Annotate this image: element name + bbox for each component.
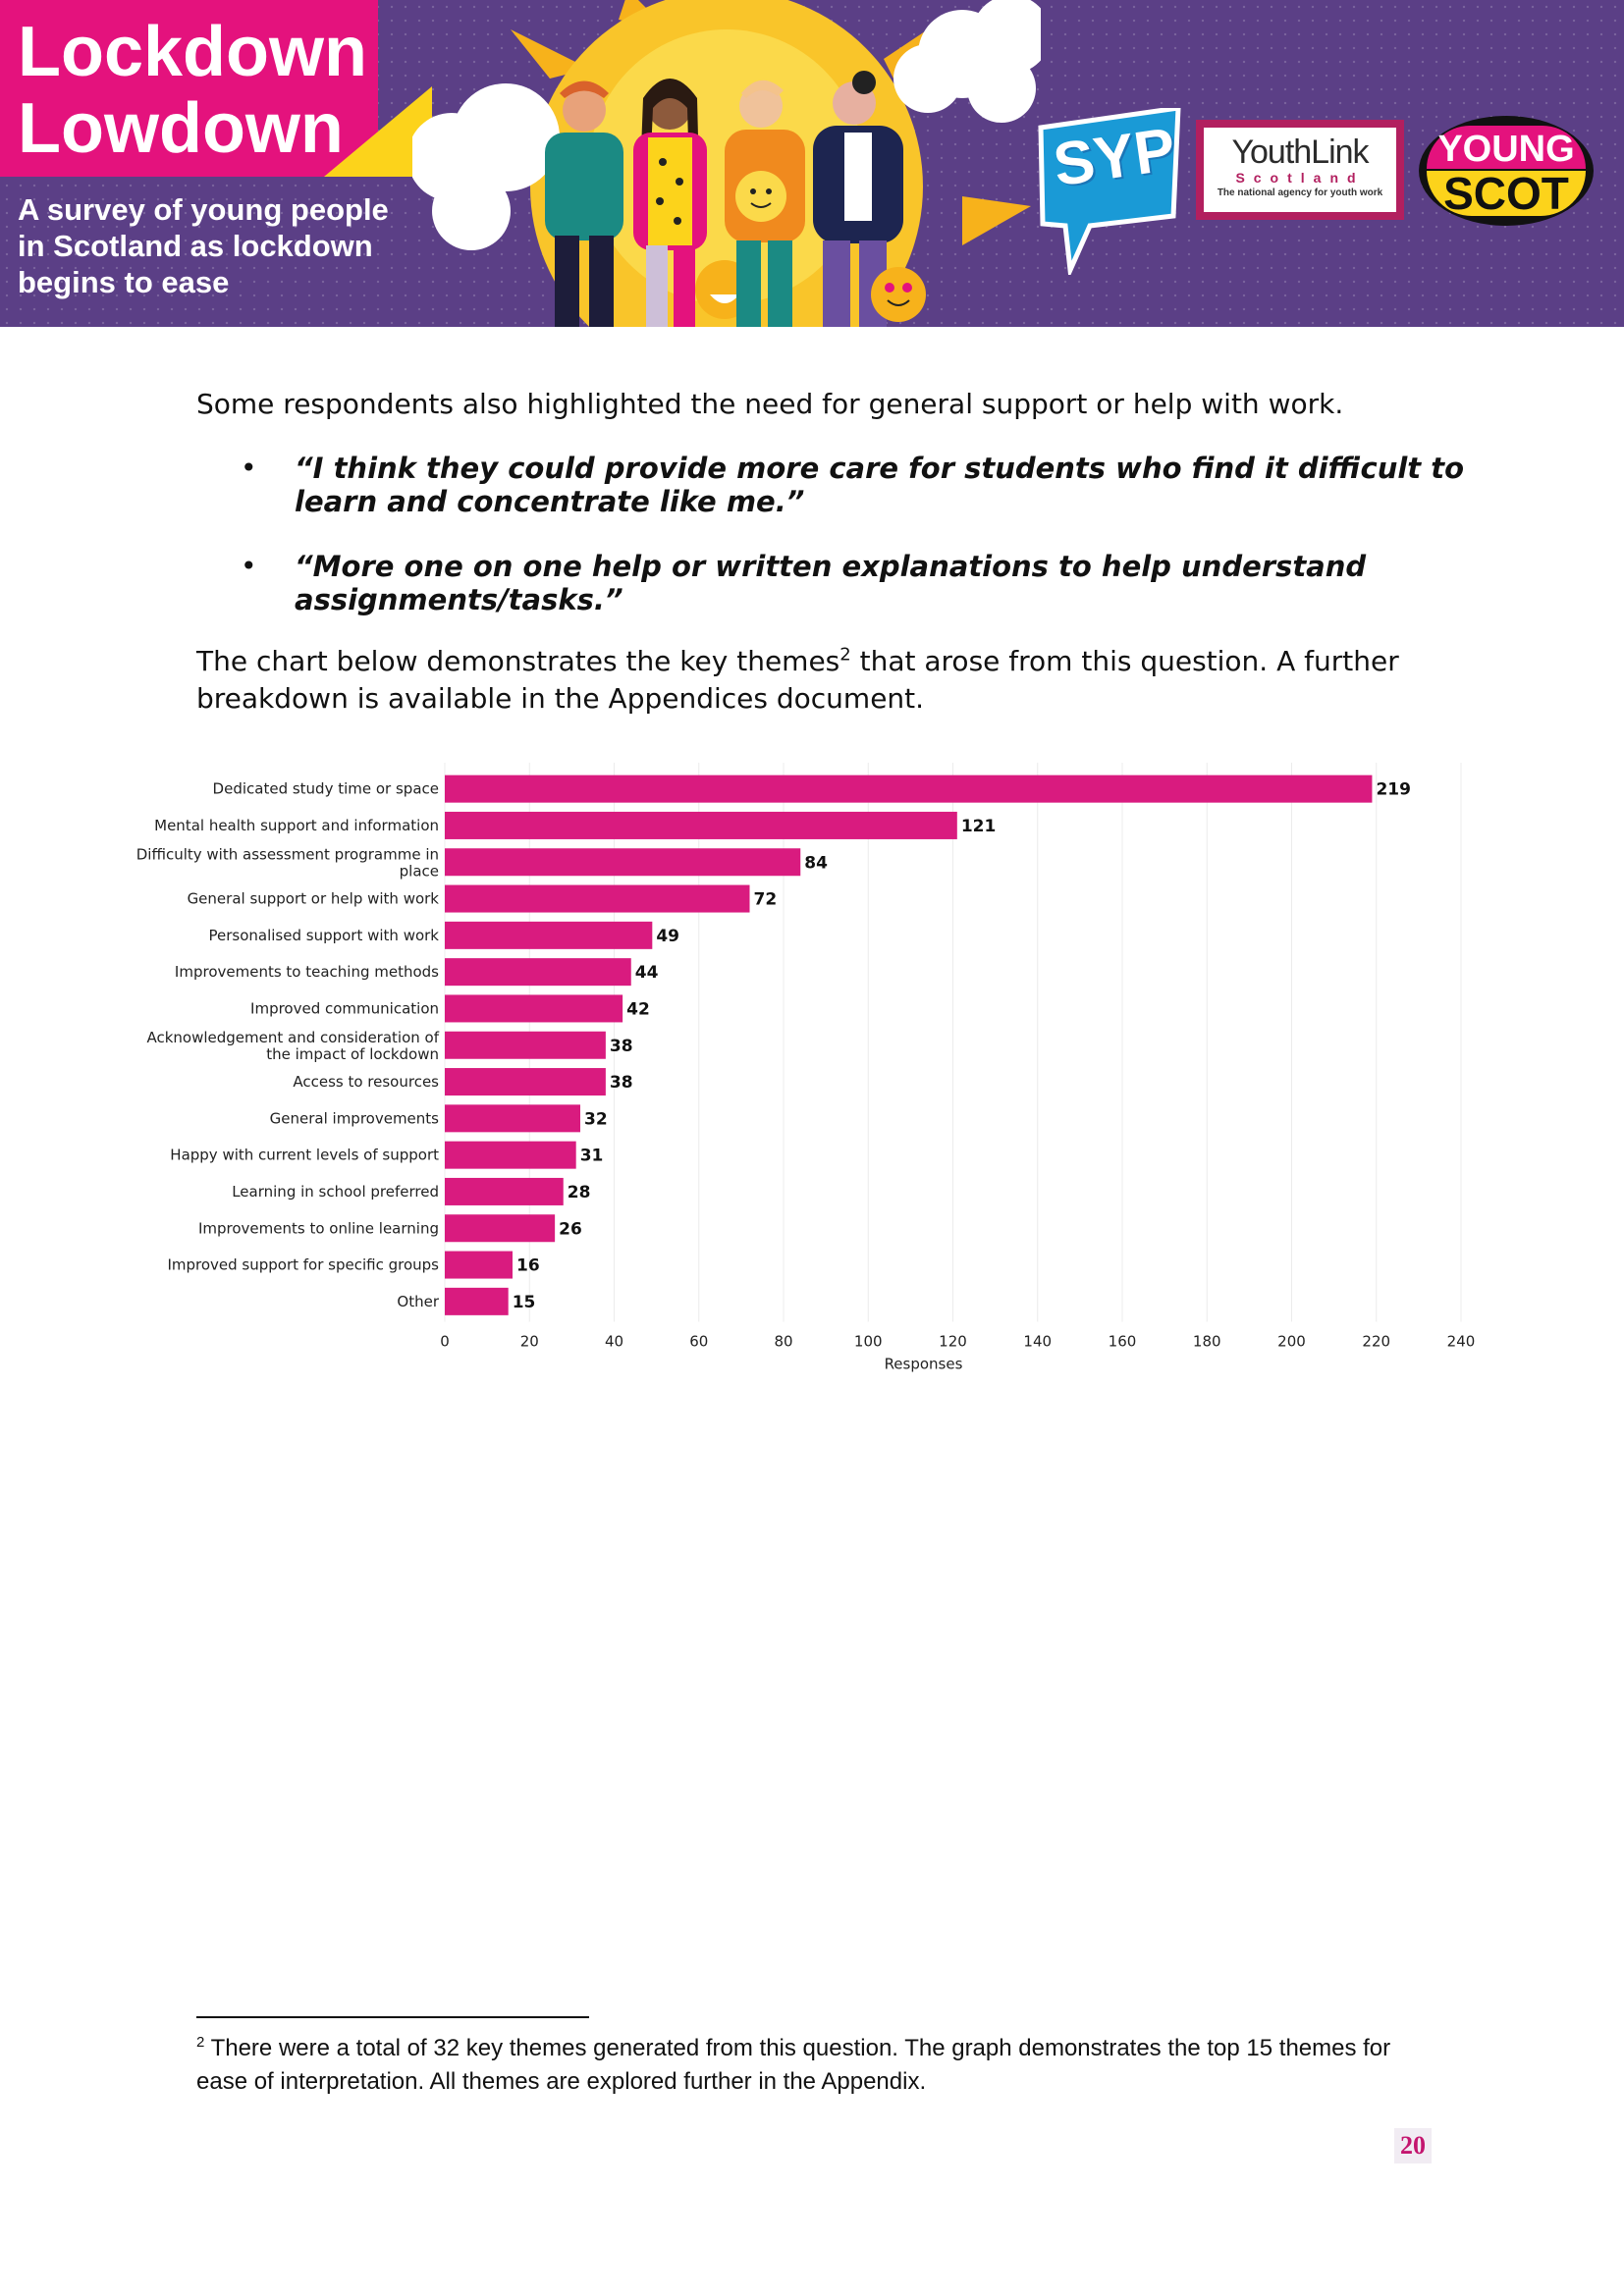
person-1 xyxy=(545,80,623,327)
x-axis-title: Responses xyxy=(885,1356,963,1373)
value-label: 28 xyxy=(568,1183,591,1202)
x-tick-label: 80 xyxy=(774,1333,792,1351)
x-tick-label: 180 xyxy=(1193,1333,1221,1351)
x-tick-label: 120 xyxy=(939,1333,967,1351)
value-label: 72 xyxy=(754,890,778,910)
category-label: Improved support for specific groups xyxy=(167,1256,439,1274)
young-scot-bottom: SCOT xyxy=(1427,171,1586,216)
bar xyxy=(445,848,801,877)
category-label: Improvements to online learning xyxy=(198,1219,439,1237)
bar xyxy=(445,884,750,913)
category-label: General support or help with work xyxy=(188,890,440,908)
category-label: General improvements xyxy=(270,1109,440,1127)
x-tick-label: 240 xyxy=(1447,1333,1476,1351)
value-label: 49 xyxy=(656,927,679,946)
x-tick-label: 160 xyxy=(1109,1333,1137,1351)
bar xyxy=(445,1177,564,1205)
x-tick-label: 140 xyxy=(1023,1333,1052,1351)
category-label: Improvements to teaching methods xyxy=(175,963,439,981)
cloud-left xyxy=(412,83,560,250)
value-label: 44 xyxy=(635,963,659,983)
bar xyxy=(445,1068,606,1096)
chart-intro-text: The chart below demonstrates the key the… xyxy=(196,645,840,677)
category-label: Difficulty with assessment programme in p… xyxy=(136,845,439,880)
title-panel xyxy=(0,0,378,177)
value-label: 38 xyxy=(610,1073,633,1093)
report-title: Lockdown Lowdown xyxy=(18,13,367,168)
person-3 xyxy=(725,80,805,327)
footnote-ref: 2 xyxy=(839,644,851,666)
youthlink-name: YouthLink xyxy=(1231,133,1369,171)
category-label: Acknowledgement and consideration of the … xyxy=(146,1029,439,1063)
bar xyxy=(445,1287,509,1315)
value-label: 219 xyxy=(1376,780,1411,800)
bar xyxy=(445,994,623,1023)
person-4 xyxy=(813,71,926,327)
x-tick-label: 100 xyxy=(854,1333,883,1351)
header-banner: Lockdown Lowdown A survey of young peopl… xyxy=(0,0,1624,327)
value-label: 32 xyxy=(584,1109,608,1129)
quote-item: • “I think they could provide more care … xyxy=(241,452,1478,518)
category-label: Dedicated study time or space xyxy=(213,780,439,798)
bullet-icon: • xyxy=(241,452,257,484)
category-label: Learning in school preferred xyxy=(232,1183,439,1201)
page-number: 20 xyxy=(1394,2128,1432,2163)
quote-list: • “I think they could provide more care … xyxy=(241,452,1478,648)
value-label: 121 xyxy=(961,817,997,836)
bar xyxy=(445,1141,576,1169)
x-tick-label: 0 xyxy=(440,1333,450,1351)
category-label: Personalised support with work xyxy=(208,927,439,944)
bar xyxy=(445,921,653,949)
category-label: Improved communication xyxy=(250,999,439,1017)
footnote-number: 2 xyxy=(196,2034,205,2051)
quote-item: • “More one on one help or written expla… xyxy=(241,550,1478,616)
value-label: 31 xyxy=(580,1147,604,1166)
report-subtitle: A survey of young people in Scotland as … xyxy=(18,192,389,299)
bar xyxy=(445,1104,580,1133)
value-label: 15 xyxy=(513,1293,536,1312)
x-tick-label: 60 xyxy=(689,1333,708,1351)
bar xyxy=(445,811,957,839)
quote-text: “I think they could provide more care fo… xyxy=(295,452,1465,518)
footnote: 2 There were a total of 32 key themes ge… xyxy=(196,2032,1434,2099)
category-label: Happy with current levels of support xyxy=(170,1147,439,1164)
category-label: Other xyxy=(397,1293,439,1310)
value-label: 42 xyxy=(626,999,650,1019)
key-themes-chart: 0 20 40 60 80 100 120 140 160 180 200 220 240 Dedicat… xyxy=(118,756,1492,1374)
intro-paragraph: Some respondents also highlighted the ne… xyxy=(196,388,1344,420)
x-tick-label: 220 xyxy=(1362,1333,1390,1351)
youthlink-region: Scotland xyxy=(1235,170,1365,186)
quote-text: “More one on one help or written explana… xyxy=(295,550,1367,616)
value-label: 26 xyxy=(559,1219,582,1239)
value-label: 16 xyxy=(516,1256,540,1276)
bar-chart-svg: 0 20 40 60 80 100 120 140 160 180 200 220 240 Dedicat… xyxy=(136,763,1476,1373)
value-label: 38 xyxy=(610,1037,633,1056)
bar xyxy=(445,1251,513,1279)
footnote-text: There were a total of 32 key themes gene… xyxy=(196,2035,1391,2095)
bar xyxy=(445,774,1373,803)
chart-intro-paragraph: The chart below demonstrates the key the… xyxy=(196,643,1473,718)
category-label: Mental health support and information xyxy=(154,817,439,834)
bar xyxy=(445,958,631,987)
bar xyxy=(445,1214,556,1243)
cloud-right xyxy=(893,0,1041,123)
x-tick-label: 20 xyxy=(520,1333,539,1351)
youthlink-logo: YouthLink Scotland The national agency f… xyxy=(1196,120,1404,220)
footnote-separator xyxy=(196,2016,589,2018)
young-scot-logo: YOUNG SCOT xyxy=(1419,116,1594,226)
chart-intro-text-cont: that arose from this question. A further… xyxy=(196,645,1399,715)
value-label: 84 xyxy=(804,853,828,873)
bar xyxy=(445,1031,606,1059)
category-label: Access to resources xyxy=(293,1073,439,1091)
young-people-illustration xyxy=(412,0,1041,327)
x-tick-label: 200 xyxy=(1277,1333,1306,1351)
bullet-icon: • xyxy=(241,550,257,582)
x-tick-label: 40 xyxy=(605,1333,623,1351)
youthlink-tagline: The national agency for youth work xyxy=(1217,187,1383,198)
young-scot-top: YOUNG xyxy=(1427,126,1586,170)
syp-logo xyxy=(1038,108,1181,275)
